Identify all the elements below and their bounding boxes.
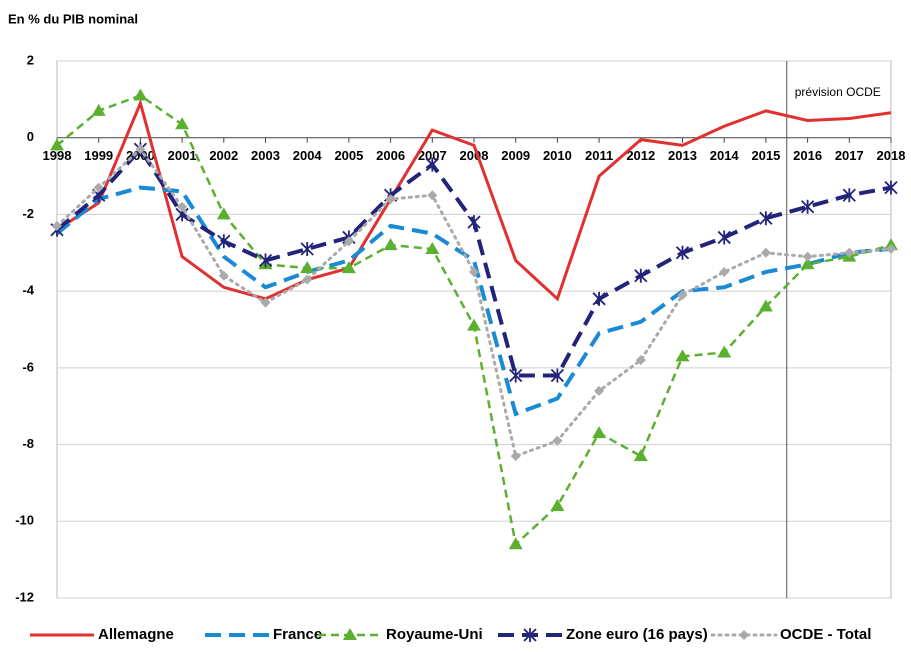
marker <box>758 299 773 312</box>
marker <box>886 243 896 254</box>
x-tick-label: 2011 <box>585 148 613 163</box>
marker <box>343 236 354 247</box>
x-tick-label: 2012 <box>626 148 655 163</box>
marker <box>717 345 732 358</box>
marker <box>427 190 438 201</box>
series-line <box>55 185 892 417</box>
marker <box>509 368 523 383</box>
marker <box>341 261 356 274</box>
marker <box>550 368 565 383</box>
legend-label: Zone euro (16 pays) <box>566 626 708 643</box>
marker <box>717 230 731 245</box>
marker <box>216 207 231 220</box>
marker <box>844 247 855 258</box>
y-tick-label: -6 <box>22 359 34 374</box>
y-tick-label: -10 <box>15 513 34 528</box>
legend-label: OCDE - Total <box>780 626 871 643</box>
marker <box>50 138 64 151</box>
x-tick-label: 1998 <box>43 148 72 163</box>
marker <box>383 238 398 251</box>
x-tick-label: 2004 <box>293 148 323 163</box>
marker <box>759 211 773 226</box>
marker <box>260 297 271 308</box>
marker <box>300 241 314 256</box>
marker <box>217 234 231 249</box>
x-tick-label: 2018 <box>877 148 906 163</box>
y-tick-label: -4 <box>22 283 34 298</box>
x-tick-label: 2001 <box>168 148 197 163</box>
marker <box>523 628 537 642</box>
chart-title: En % du PIB nominal <box>8 11 138 26</box>
marker <box>739 630 749 640</box>
marker <box>884 180 898 195</box>
marker <box>634 268 648 283</box>
marker <box>177 201 188 212</box>
marker <box>91 103 106 116</box>
marker <box>633 449 648 462</box>
marker <box>594 385 605 396</box>
legend-label: Royaume-Uni <box>386 626 483 643</box>
marker <box>842 188 856 203</box>
x-tick-label: 2006 <box>376 148 405 163</box>
annotation: prévision OCDE <box>795 85 881 99</box>
marker <box>675 349 690 362</box>
marker <box>133 88 148 101</box>
x-tick-label: 2010 <box>543 148 572 163</box>
marker <box>467 318 481 331</box>
marker <box>550 498 565 511</box>
marker <box>218 270 229 281</box>
marker <box>52 220 62 231</box>
marker <box>675 245 690 260</box>
x-tick-label: 1999 <box>84 148 113 163</box>
marker <box>508 537 523 550</box>
marker <box>425 241 440 254</box>
marker <box>300 261 315 274</box>
marker <box>385 194 396 205</box>
x-tick-label: 2009 <box>501 148 530 163</box>
y-tick-label: 0 <box>27 129 34 144</box>
x-tick-label: 2003 <box>251 148 280 163</box>
marker <box>343 628 357 640</box>
marker <box>800 199 815 214</box>
marker <box>552 435 563 446</box>
marker <box>592 291 606 306</box>
marker <box>469 266 479 277</box>
series-line <box>55 146 893 459</box>
y-tick-label: -8 <box>22 436 34 451</box>
marker <box>93 182 104 193</box>
marker <box>302 274 313 285</box>
x-tick-label: 2015 <box>751 148 780 163</box>
x-tick-label: 2017 <box>835 148 864 163</box>
marker <box>802 251 813 262</box>
marker <box>719 266 730 277</box>
x-tick-label: 2007 <box>418 148 447 163</box>
marker <box>510 451 521 462</box>
marker <box>635 355 646 366</box>
x-tick-label: 2002 <box>209 148 238 163</box>
marker <box>425 157 439 172</box>
marker <box>467 215 481 230</box>
x-tick-label: 2013 <box>668 148 697 163</box>
y-tick-label: -2 <box>22 206 34 221</box>
marker <box>677 289 688 300</box>
y-tick-label: -12 <box>15 589 34 604</box>
marker <box>800 257 815 270</box>
marker <box>592 426 607 439</box>
marker <box>135 144 146 155</box>
marker <box>760 247 771 258</box>
legend-label: Allemagne <box>98 626 174 643</box>
marker <box>258 253 273 268</box>
x-tick-label: 2014 <box>710 148 740 163</box>
y-tick-label: 2 <box>27 52 34 67</box>
x-tick-label: 2005 <box>334 148 363 163</box>
legend-label: France <box>273 626 322 643</box>
x-tick-label: 2008 <box>460 148 489 163</box>
series-line <box>56 98 892 302</box>
marker <box>175 117 190 130</box>
x-tick-label: 2016 <box>793 148 822 163</box>
